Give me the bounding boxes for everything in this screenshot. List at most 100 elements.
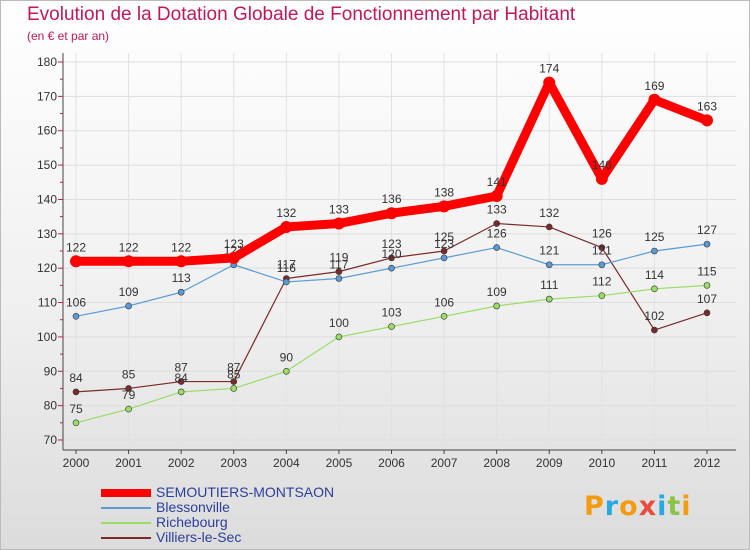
y-tick-label: 100 xyxy=(37,330,57,344)
data-label-0: 136 xyxy=(381,192,401,206)
data-point-0 xyxy=(543,76,556,89)
data-label-0: 141 xyxy=(487,175,507,189)
data-label-3: 132 xyxy=(539,206,559,220)
data-label-0: 122 xyxy=(171,240,191,254)
data-point-0 xyxy=(280,220,293,233)
data-point-1 xyxy=(177,288,185,296)
data-point-2 xyxy=(335,333,343,341)
data-label-3: 119 xyxy=(329,251,348,265)
chart-subtitle: (en € et par an) xyxy=(27,29,110,43)
logo-letter: r xyxy=(604,491,620,522)
data-label-2: 114 xyxy=(645,268,664,282)
data-point-3 xyxy=(598,244,606,251)
data-point-0 xyxy=(175,255,188,268)
data-label-3: 84 xyxy=(69,371,83,385)
data-label-2: 84 xyxy=(174,371,188,385)
data-point-2 xyxy=(651,285,658,293)
data-label-1: 125 xyxy=(644,230,664,244)
data-point-3 xyxy=(335,268,343,275)
x-tick-label: 2004 xyxy=(273,456,300,470)
logo-letter: o xyxy=(619,491,639,522)
data-label-0: 169 xyxy=(644,79,664,93)
data-label-3: 87 xyxy=(174,361,188,375)
legend-label: Blessonville xyxy=(156,499,230,515)
data-point-2 xyxy=(125,405,132,413)
data-point-2 xyxy=(388,323,395,330)
data-label-1: 106 xyxy=(66,295,86,309)
data-point-0 xyxy=(490,190,503,203)
data-point-1 xyxy=(388,264,395,272)
data-label-1: 117 xyxy=(329,257,348,271)
data-point-0 xyxy=(438,200,451,213)
data-label-1: 109 xyxy=(119,285,139,299)
data-label-0: 174 xyxy=(539,62,559,76)
data-point-1 xyxy=(283,278,290,286)
data-label-3: 126 xyxy=(592,227,612,241)
data-point-0 xyxy=(227,251,240,264)
legend-item: Blessonville xyxy=(101,499,421,516)
data-label-2: 79 xyxy=(122,388,136,402)
data-point-3 xyxy=(651,326,658,334)
data-point-2 xyxy=(440,312,448,320)
data-point-1 xyxy=(72,312,80,320)
data-label-2: 85 xyxy=(227,367,241,381)
data-point-0 xyxy=(385,207,398,220)
data-label-3: 123 xyxy=(381,237,401,251)
data-point-0 xyxy=(701,114,713,127)
data-label-3: 133 xyxy=(487,203,507,217)
data-label-1: 116 xyxy=(277,261,296,275)
data-label-3: 107 xyxy=(697,292,717,306)
data-label-1: 120 xyxy=(381,247,401,261)
x-tick-label: 2000 xyxy=(63,456,90,470)
legend-item: SEMOUTIERS-MONTSAON xyxy=(101,484,421,501)
proxiti-logo: Proxiti xyxy=(584,491,692,522)
x-tick-label: 2011 xyxy=(642,456,668,470)
legend-label: SEMOUTIERS-MONTSAON xyxy=(156,484,335,500)
data-label-2: 100 xyxy=(329,316,349,330)
data-point-1 xyxy=(651,247,658,255)
data-label-0: 133 xyxy=(329,203,349,217)
data-label-2: 103 xyxy=(381,306,401,320)
legend-swatch xyxy=(101,522,151,524)
x-tick-label: 2003 xyxy=(220,456,247,470)
y-tick-label: 160 xyxy=(37,124,57,138)
x-tick-label: 2008 xyxy=(483,456,510,470)
data-label-2: 90 xyxy=(280,350,294,364)
y-tick-label: 80 xyxy=(44,399,58,413)
data-point-2 xyxy=(703,282,711,289)
data-label-3: 85 xyxy=(122,367,136,381)
y-tick-label: 110 xyxy=(38,296,57,310)
data-label-3: 102 xyxy=(644,309,664,323)
y-tick-label: 150 xyxy=(37,158,57,172)
data-point-2 xyxy=(72,419,80,427)
data-point-3 xyxy=(493,220,500,227)
legend-label: Villiers-le-Sec xyxy=(156,529,242,545)
data-label-2: 109 xyxy=(487,285,507,299)
x-tick-label: 2009 xyxy=(536,456,563,470)
data-point-1 xyxy=(335,275,343,282)
logo-letter: i xyxy=(681,491,692,522)
data-point-2 xyxy=(177,388,185,396)
y-tick-label: 130 xyxy=(37,227,57,241)
data-point-2 xyxy=(283,367,290,375)
x-tick-label: 2007 xyxy=(431,456,458,470)
data-label-1: 121 xyxy=(539,244,559,258)
logo-letter: t xyxy=(667,491,682,522)
data-point-3 xyxy=(703,309,711,317)
data-label-2: 111 xyxy=(540,278,559,292)
data-label-3: 125 xyxy=(434,230,454,244)
legend-swatch xyxy=(101,489,151,497)
data-point-2 xyxy=(545,295,553,303)
data-point-1 xyxy=(703,240,711,248)
data-point-0 xyxy=(122,255,135,268)
data-point-1 xyxy=(545,261,553,269)
x-tick-label: 2005 xyxy=(326,456,353,470)
data-point-3 xyxy=(125,385,132,392)
data-label-0: 123 xyxy=(224,237,244,251)
data-point-3 xyxy=(545,223,553,231)
data-label-0: 163 xyxy=(697,99,717,113)
y-tick-label: 90 xyxy=(44,364,58,378)
data-point-3 xyxy=(440,247,448,255)
y-tick-label: 120 xyxy=(37,261,57,275)
